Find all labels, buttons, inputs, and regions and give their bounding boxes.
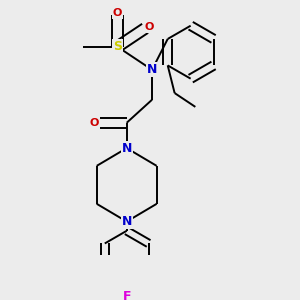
Text: S: S (113, 40, 122, 53)
Text: O: O (113, 8, 122, 18)
Text: O: O (145, 22, 154, 32)
Text: N: N (122, 215, 132, 228)
Text: N: N (147, 63, 157, 76)
Text: O: O (89, 118, 99, 128)
Text: F: F (122, 290, 131, 300)
Text: N: N (122, 142, 132, 154)
